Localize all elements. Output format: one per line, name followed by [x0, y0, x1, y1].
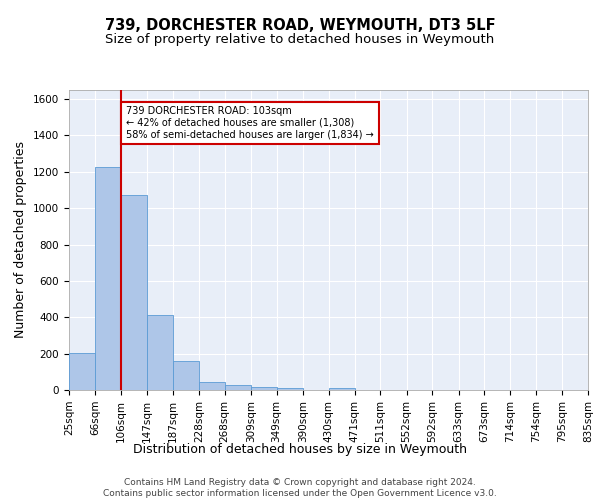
- Bar: [69, 352, 95, 390]
- Bar: [95, 168, 121, 390]
- Text: 739 DORCHESTER ROAD: 103sqm
← 42% of detached houses are smaller (1,308)
58% of : 739 DORCHESTER ROAD: 103sqm ← 42% of det…: [126, 106, 374, 140]
- Bar: [224, 386, 251, 390]
- Bar: [277, 388, 303, 390]
- Text: Size of property relative to detached houses in Weymouth: Size of property relative to detached ho…: [106, 32, 494, 46]
- Bar: [251, 386, 277, 390]
- Text: Contains HM Land Registry data © Crown copyright and database right 2024.
Contai: Contains HM Land Registry data © Crown c…: [103, 478, 497, 498]
- Bar: [147, 316, 173, 390]
- Text: 739, DORCHESTER ROAD, WEYMOUTH, DT3 5LF: 739, DORCHESTER ROAD, WEYMOUTH, DT3 5LF: [104, 18, 496, 32]
- Bar: [199, 382, 224, 390]
- Bar: [329, 388, 355, 390]
- Bar: [173, 361, 199, 390]
- Text: Distribution of detached houses by size in Weymouth: Distribution of detached houses by size …: [133, 442, 467, 456]
- Y-axis label: Number of detached properties: Number of detached properties: [14, 142, 28, 338]
- Bar: [121, 194, 147, 390]
